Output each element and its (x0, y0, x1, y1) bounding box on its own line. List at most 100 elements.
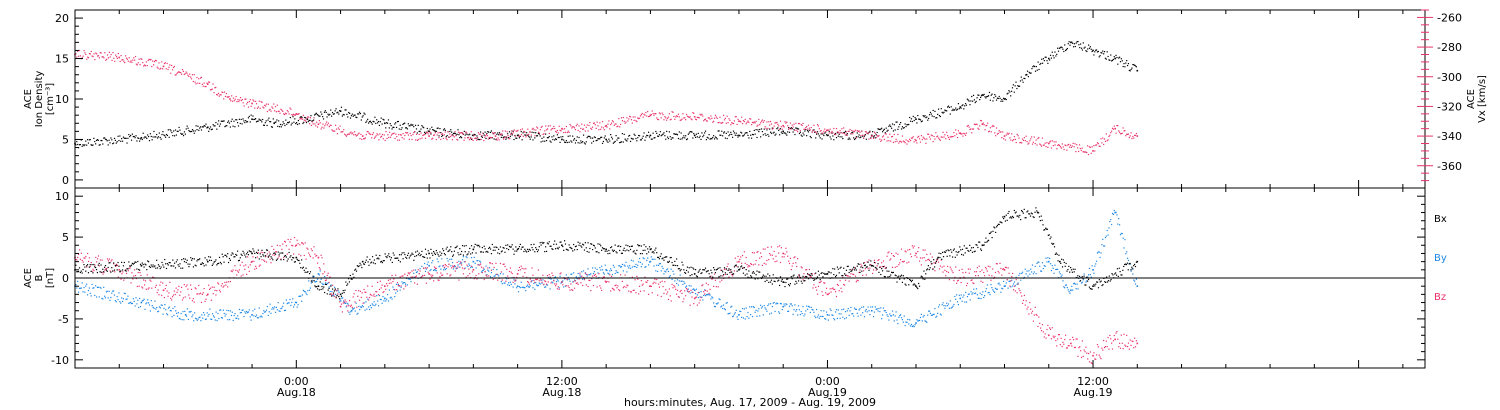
data-point (95, 296, 98, 298)
data-point (246, 253, 248, 255)
data-point (736, 316, 738, 318)
data-point (764, 126, 766, 128)
data-point (928, 259, 931, 261)
data-point (732, 315, 735, 317)
data-point (404, 273, 406, 275)
data-point (78, 253, 80, 255)
data-point (1019, 272, 1021, 274)
data-point (621, 120, 624, 122)
data-point (364, 291, 366, 293)
data-point (568, 286, 570, 289)
data-point (220, 120, 222, 122)
data-point (184, 314, 187, 316)
data-point (76, 140, 78, 143)
data-point (869, 314, 871, 316)
data-point (147, 59, 149, 62)
data-point (1076, 338, 1078, 340)
data-point (550, 282, 552, 284)
data-point (259, 119, 261, 121)
data-point (946, 110, 948, 112)
data-point (724, 117, 726, 119)
data-point (857, 280, 859, 282)
data-point (262, 106, 264, 108)
data-point (813, 311, 815, 313)
data-point (220, 309, 222, 311)
data-point (758, 264, 760, 266)
data-point (1035, 65, 1037, 68)
data-point (290, 108, 292, 110)
data-point (97, 55, 100, 57)
data-point (1009, 91, 1011, 93)
data-point (434, 269, 437, 271)
data-point (77, 256, 79, 259)
data-point (1027, 275, 1029, 277)
data-point (999, 262, 1001, 265)
data-point (370, 133, 372, 135)
data-point (764, 307, 766, 309)
data-point (946, 302, 948, 304)
data-point (922, 316, 924, 318)
data-point (922, 136, 924, 138)
data-point (834, 132, 837, 135)
data-point (591, 128, 593, 130)
data-point (541, 137, 543, 139)
data-point (798, 122, 801, 125)
data-point (705, 120, 708, 122)
data-point (514, 135, 516, 137)
data-point (461, 132, 463, 134)
data-point (587, 135, 589, 138)
data-point (264, 255, 267, 258)
data-point (867, 306, 869, 308)
data-point (1031, 143, 1034, 145)
data-point (348, 311, 350, 313)
data-point (1096, 344, 1099, 346)
data-point (981, 244, 984, 247)
data-point (546, 275, 549, 277)
data-point (1037, 261, 1039, 263)
data-point (361, 305, 364, 307)
data-point (649, 285, 652, 287)
data-point (1075, 338, 1077, 340)
data-point (1077, 147, 1079, 149)
data-point (402, 123, 404, 126)
data-point (468, 263, 470, 265)
data-point (642, 116, 644, 118)
data-point (760, 252, 762, 254)
data-point (80, 270, 82, 272)
data-point (1007, 133, 1009, 136)
data-point (217, 282, 219, 284)
data-point (495, 262, 497, 264)
data-point (216, 94, 219, 96)
data-point (1118, 224, 1121, 226)
data-point (666, 136, 669, 138)
data-point (125, 272, 128, 274)
data-point (392, 133, 394, 135)
data-point (829, 128, 831, 130)
data-point (762, 134, 764, 136)
data-point (268, 251, 270, 253)
data-point (1103, 53, 1105, 55)
data-point (655, 130, 657, 133)
data-point (573, 139, 575, 141)
data-point (415, 139, 417, 141)
data-point (176, 259, 178, 261)
data-point (316, 280, 318, 282)
data-point (489, 137, 491, 139)
data-point (936, 315, 938, 317)
data-point (183, 131, 186, 133)
data-point (729, 133, 731, 136)
data-point (937, 113, 939, 116)
data-point (1074, 45, 1076, 48)
data-point (115, 54, 117, 56)
data-point (200, 320, 202, 322)
data-point (1074, 283, 1076, 285)
data-point (578, 125, 580, 127)
data-point (445, 265, 447, 267)
data-point (853, 130, 855, 132)
data-point (862, 270, 865, 272)
data-point (206, 127, 208, 129)
data-point (750, 134, 752, 136)
data-point (385, 300, 387, 302)
data-point (929, 138, 932, 140)
data-point (651, 138, 653, 140)
